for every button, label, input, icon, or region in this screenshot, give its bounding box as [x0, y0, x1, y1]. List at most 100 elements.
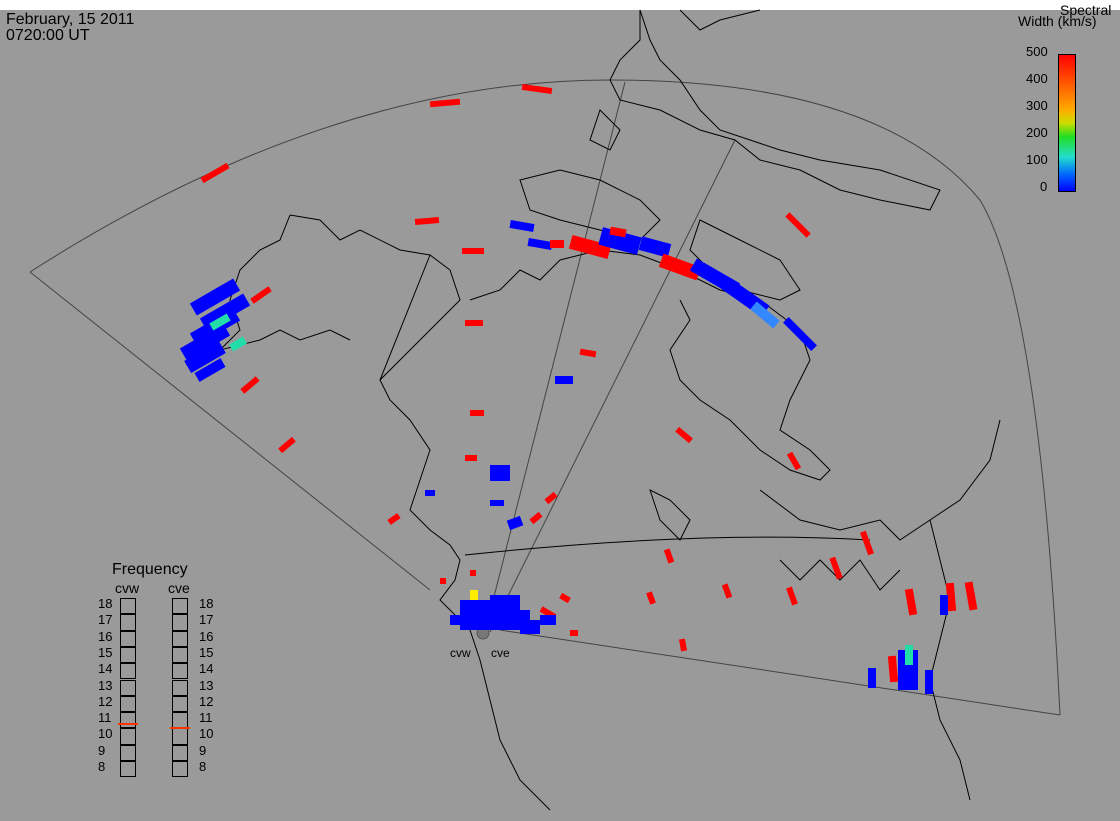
- top-border: [0, 0, 1120, 10]
- backscatter-cell: [786, 586, 798, 606]
- backscatter-cell: [521, 83, 553, 95]
- backscatter-cell: [550, 240, 564, 248]
- backscatter-cell: [544, 491, 558, 505]
- backscatter-cell: [490, 500, 504, 506]
- backscatter-cell: [470, 410, 484, 416]
- backscatter-cell: [490, 465, 510, 481]
- frequency-scale-label-left: 15: [98, 644, 113, 660]
- frequency-scale-label-right: 10: [199, 726, 214, 742]
- backscatter-cell: [250, 286, 272, 304]
- frequency-scale-label-left: 16: [98, 628, 113, 644]
- frequency-scale-label-right: 9: [199, 742, 207, 758]
- colorbar-tick-500: 500: [1026, 44, 1048, 59]
- backscatter-cell: [945, 582, 957, 612]
- frequency-box-cvw: [120, 728, 136, 745]
- backscatter-cell: [465, 455, 477, 461]
- backscatter-cell: [887, 655, 899, 683]
- frequency-col-cvw: cvw: [115, 580, 140, 596]
- backscatter-cell: [506, 515, 524, 531]
- frequency-box-cvw: [120, 761, 136, 778]
- backscatter-cell: [240, 376, 260, 394]
- backscatter-cell: [829, 556, 843, 580]
- frequency-scale-label-right: 13: [199, 677, 214, 693]
- backscatter-cell: [540, 615, 556, 625]
- frequency-scale-label-left: 9: [98, 742, 106, 758]
- colorbar-tick-200: 200: [1026, 125, 1048, 140]
- backscatter-cell: [868, 668, 876, 688]
- frequency-box-cve: [172, 744, 188, 761]
- arctic-coast: [469, 249, 831, 481]
- frequency-scale-label-left: 13: [98, 677, 113, 693]
- frequency-col-cve: cve: [168, 580, 190, 596]
- backscatter-cell: [925, 670, 933, 694]
- backscatter-cell: [675, 426, 693, 444]
- backscatter-cell: [470, 570, 476, 576]
- frequency-scale-label-right: 16: [199, 628, 214, 644]
- baffin-island: [689, 219, 801, 301]
- frequency-title: Frequency: [112, 561, 188, 578]
- backscatter-cell: [609, 226, 627, 238]
- backscatter-cell: [509, 219, 535, 233]
- arctic-islands: [519, 169, 661, 241]
- frequency-box-cve: [172, 646, 188, 664]
- backscatter-cell: [189, 278, 241, 316]
- backscatter-cell: [786, 451, 802, 471]
- backscatter-cell: [679, 638, 687, 652]
- backscatter-cell: [527, 237, 553, 251]
- frequency-scale-label-right: 8: [199, 759, 207, 774]
- backscatter-cell: [465, 320, 483, 326]
- backscatter-cell: [200, 162, 230, 184]
- frequency-box-cvw: [120, 598, 136, 615]
- backscatter-cell: [904, 588, 918, 616]
- fov-beam-line-2: [489, 139, 736, 633]
- frequency-scale-label-left: 10: [98, 726, 113, 742]
- radar-label-cve: cve: [491, 646, 510, 660]
- great-lakes: [779, 559, 901, 591]
- frequency-marker-cve: [170, 726, 190, 729]
- backscatter-cell: [529, 511, 543, 525]
- frequency-scale-label-right: 12: [199, 693, 214, 709]
- backscatter-cell: [905, 645, 913, 665]
- fov-east-edge: [499, 629, 1061, 716]
- alaska-coast: [218, 214, 351, 351]
- frequency-box-cve: [172, 663, 188, 680]
- backscatter-cell: [663, 548, 675, 564]
- frequency-box-cve: [172, 695, 188, 713]
- frequency-scale-label-left: 8: [98, 759, 106, 774]
- backscatter-cell: [520, 620, 540, 634]
- fov-west-edge: [29, 271, 431, 591]
- frequency-box-cve: [172, 598, 188, 615]
- backscatter-cell: [555, 376, 573, 384]
- frequency-box-cve: [172, 679, 188, 696]
- colorbar-title-2: Width (km/s): [1018, 13, 1097, 29]
- backscatter-layer: [179, 83, 978, 694]
- backscatter-cell: [425, 490, 435, 496]
- backscatter-cell: [278, 436, 296, 454]
- frequency-scale-label-left: 17: [98, 612, 113, 628]
- backscatter-cell: [429, 98, 461, 108]
- colorbar-tick-400: 400: [1026, 71, 1048, 86]
- frequency-box-cve: [172, 614, 188, 631]
- backscatter-cell: [209, 313, 231, 331]
- colorbar-tick-0: 0: [1040, 179, 1048, 194]
- frequency-box-cvw: [120, 646, 136, 664]
- backscatter-cell: [568, 235, 612, 259]
- greenland-coast: [609, 9, 941, 211]
- frequency-box-cvw: [120, 630, 136, 647]
- backscatter-cell: [579, 348, 597, 358]
- backscatter-cell: [179, 323, 231, 361]
- frequency-scale-label-right: 11: [199, 710, 213, 726]
- west-coast: [289, 214, 471, 631]
- field-of-view: [29, 79, 1061, 716]
- northeast-coast: [759, 419, 1001, 541]
- time-label: 0720:00 UT: [6, 27, 90, 44]
- backscatter-cell: [184, 340, 226, 374]
- frequency-scale-label-right: 14: [199, 661, 214, 677]
- backscatter-cell: [414, 216, 440, 226]
- backscatter-cell: [646, 591, 656, 605]
- frequency-box-cve: [172, 630, 188, 647]
- frequency-scale-label-right: 17: [199, 612, 214, 628]
- frequency-box-cvw: [120, 614, 136, 631]
- coastlines: [218, 9, 1001, 811]
